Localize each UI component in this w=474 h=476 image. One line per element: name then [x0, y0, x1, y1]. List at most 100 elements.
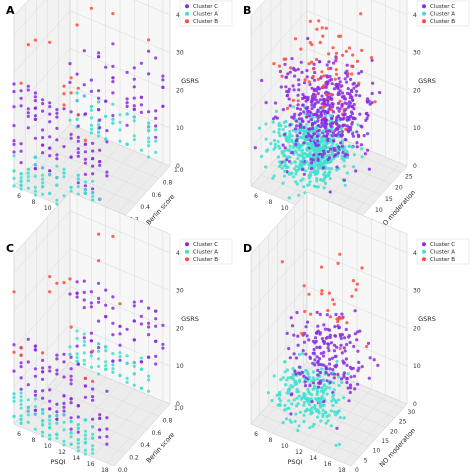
y-tick-label: 25: [399, 419, 407, 426]
data-point: [279, 85, 283, 89]
data-point: [276, 403, 280, 407]
data-point: [286, 391, 290, 395]
data-point: [98, 416, 102, 420]
data-point: [290, 57, 294, 61]
data-point: [105, 129, 109, 133]
data-point: [299, 397, 303, 401]
data-point: [97, 281, 101, 285]
data-point: [313, 341, 317, 345]
x-gridline: [315, 219, 372, 452]
data-point: [296, 99, 300, 103]
data-point: [308, 384, 312, 388]
data-point: [350, 72, 354, 76]
x-tick-label: 12: [58, 449, 66, 456]
data-point: [316, 134, 320, 138]
data-point: [285, 106, 290, 110]
data-point: [311, 67, 315, 71]
y-gridline: [58, 0, 159, 179]
data-point: [55, 281, 59, 285]
data-point: [326, 150, 330, 154]
data-point: [345, 380, 349, 385]
data-point: [26, 175, 30, 179]
data-point: [341, 53, 345, 57]
data-point: [296, 93, 300, 97]
data-point: [295, 390, 299, 394]
data-point: [26, 413, 30, 417]
data-point: [319, 111, 323, 115]
data-point: [62, 194, 66, 198]
data-point: [89, 354, 93, 358]
data-point: [82, 343, 86, 347]
data-point: [98, 435, 102, 439]
data-point: [322, 74, 326, 78]
data-point: [89, 116, 93, 120]
data-point: [307, 62, 311, 66]
data-point: [305, 115, 309, 119]
data-point: [147, 325, 151, 329]
data-point: [281, 143, 285, 147]
data-point: [313, 121, 317, 125]
z-tick-label: 0: [176, 401, 180, 408]
data-point: [111, 295, 115, 299]
data-point: [302, 162, 307, 166]
data-point: [283, 169, 287, 173]
data-point: [276, 155, 280, 159]
data-point: [310, 406, 314, 410]
data-point: [322, 143, 326, 147]
data-point: [283, 408, 287, 412]
z-gridline: [250, 85, 408, 149]
data-point: [33, 136, 38, 140]
data-point: [83, 112, 87, 116]
data-point: [350, 95, 354, 99]
data-point: [317, 19, 321, 23]
data-point: [274, 109, 279, 113]
data-point: [324, 140, 328, 144]
data-point: [41, 136, 45, 140]
data-point: [328, 78, 332, 82]
data-point: [83, 188, 87, 192]
data-point: [33, 114, 38, 118]
data-point: [319, 125, 323, 129]
data-point: [69, 427, 73, 431]
data-point: [298, 131, 302, 135]
data-point: [315, 57, 319, 62]
panel-letter: D: [243, 242, 252, 255]
data-point: [33, 344, 38, 348]
z-tick-label: 0: [176, 163, 180, 170]
data-point: [332, 302, 336, 306]
data-point: [332, 388, 336, 392]
data-point: [55, 126, 59, 130]
data-point: [282, 149, 286, 153]
data-point: [118, 373, 122, 377]
data-point: [62, 175, 66, 179]
data-point: [104, 288, 108, 292]
data-point: [308, 426, 312, 430]
data-point: [76, 173, 80, 177]
data-point: [326, 110, 330, 114]
data-point: [331, 110, 335, 114]
data-point: [69, 110, 73, 114]
data-point: [283, 360, 287, 364]
data-point: [277, 392, 282, 397]
data-point: [62, 167, 66, 171]
data-point: [12, 139, 16, 143]
data-point: [76, 362, 80, 366]
data-point: [296, 67, 300, 71]
data-point: [316, 360, 320, 365]
data-point: [333, 355, 337, 359]
data-point: [48, 169, 52, 173]
data-point: [75, 359, 79, 363]
data-point: [264, 137, 268, 141]
data-point: [62, 352, 66, 356]
data-point: [41, 102, 45, 106]
data-point: [125, 112, 129, 116]
data-point: [75, 295, 79, 299]
data-point: [339, 34, 343, 38]
data-point: [82, 49, 86, 53]
data-point: [41, 181, 45, 185]
data-point: [125, 97, 129, 101]
data-point: [290, 115, 294, 119]
data-point: [322, 383, 326, 387]
data-point: [318, 345, 322, 349]
data-point: [345, 69, 349, 73]
